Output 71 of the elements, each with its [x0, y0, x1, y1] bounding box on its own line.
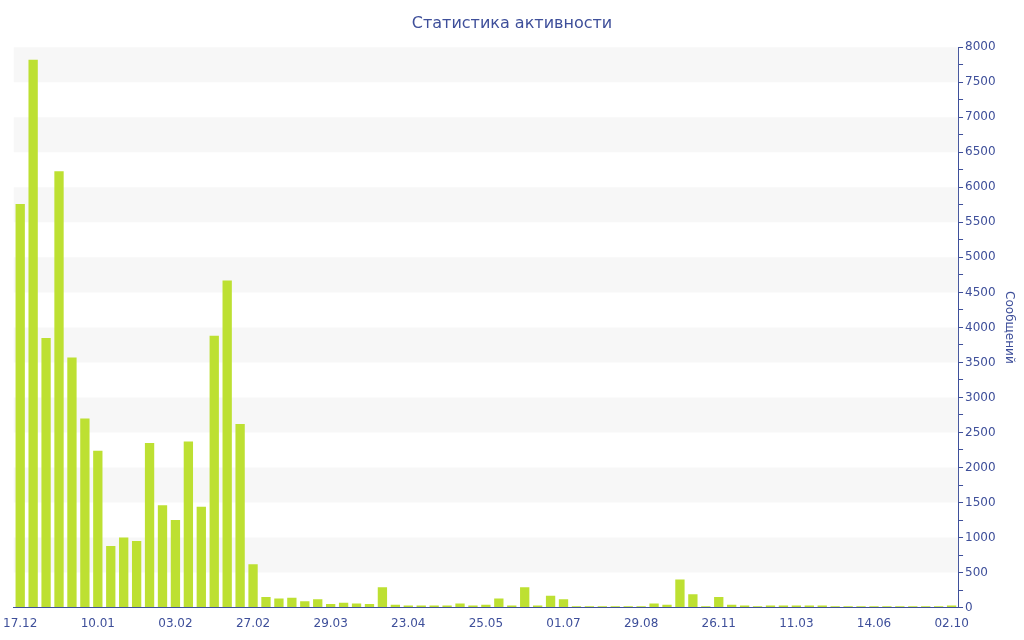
bar: [28, 59, 38, 608]
bar: [248, 564, 258, 608]
y-tick-label: 3500: [965, 354, 996, 369]
y-tick-label: 7000: [965, 109, 996, 124]
bar: [287, 597, 297, 608]
bar: [131, 541, 142, 608]
y-tick-label: 5500: [965, 214, 996, 229]
y-tick-label: 7500: [965, 74, 996, 89]
bar: [494, 598, 504, 608]
bar: [300, 601, 310, 608]
y-axis-title: Сообщений: [1002, 291, 1017, 364]
bar: [545, 595, 556, 608]
y-tick-label: 6500: [965, 144, 996, 159]
x-tick-label: 11.03: [779, 615, 814, 630]
bar: [235, 424, 245, 608]
bar: [520, 587, 530, 608]
x-tick-label: 23.04: [391, 615, 426, 630]
x-tick-label: 25.05: [468, 615, 504, 630]
bar: [54, 171, 64, 608]
bar: [209, 335, 219, 608]
x-tick-label: 02.10: [934, 615, 969, 630]
bar: [688, 594, 698, 608]
bar: [41, 337, 51, 608]
bar: [15, 204, 25, 608]
bar: [313, 599, 323, 608]
x-tick-label: 26.11: [701, 615, 736, 630]
bar: [67, 357, 77, 608]
y-tick-label: 1000: [965, 529, 996, 544]
y-tick-label: 8000: [965, 39, 996, 54]
y-tick-label: 3000: [965, 389, 996, 404]
y-tick-label: 6000: [965, 179, 996, 194]
bar: [455, 603, 465, 608]
y-tick-label: 5000: [965, 249, 996, 264]
bar: [649, 603, 659, 608]
bar: [377, 587, 388, 608]
bar: [675, 579, 685, 608]
bar: [274, 598, 284, 608]
bar: [222, 280, 232, 608]
bar: [157, 505, 168, 608]
bar: [364, 604, 375, 608]
y-tick-label: 2500: [965, 424, 996, 439]
bar: [93, 450, 103, 608]
bar: [170, 520, 181, 608]
y-tick-label: 1500: [965, 494, 996, 509]
bar: [714, 597, 724, 608]
y-tick-label: 0: [965, 599, 973, 614]
bar: [119, 537, 129, 608]
bar: [261, 597, 271, 608]
bar: [662, 604, 672, 608]
bar: [183, 441, 194, 608]
y-tick-label: 500: [965, 564, 988, 579]
y-tick-label: 2000: [965, 459, 996, 474]
x-tick-label: 14.06: [856, 615, 892, 630]
x-tick-label: 27.02: [235, 615, 271, 630]
bar: [558, 599, 569, 608]
x-tick-label: 03.02: [158, 615, 193, 630]
x-tick-label: 29.08: [623, 615, 659, 630]
bar: [326, 604, 336, 608]
bar: [351, 603, 362, 608]
bar: [144, 442, 155, 608]
chart-title: Статистика активности: [411, 12, 613, 32]
bar: [106, 545, 116, 608]
y-tick-label: 4000: [965, 319, 996, 334]
x-tick-label: 29.03: [313, 615, 348, 630]
bar: [196, 506, 206, 608]
x-tick-label: 17.12: [3, 615, 38, 630]
y-tick-label: 4500: [965, 284, 996, 299]
bar: [80, 418, 90, 608]
x-tick-label: 10.01: [80, 615, 115, 630]
bar: [481, 604, 491, 608]
x-tick-label: 01.07: [546, 615, 581, 630]
